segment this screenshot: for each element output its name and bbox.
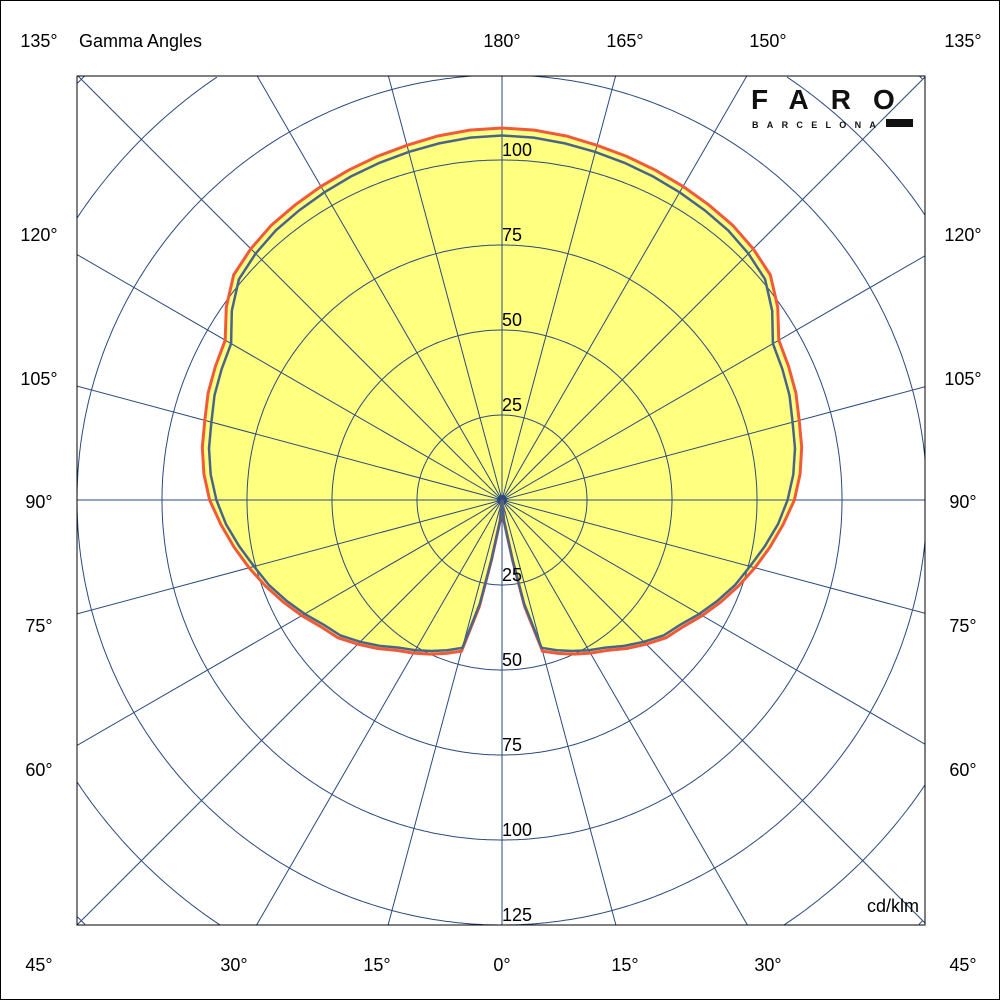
- angle-label-left: 135°: [20, 31, 57, 51]
- grid-spoke: [501, 499, 925, 745]
- angle-label-bottom: 30°: [220, 955, 247, 975]
- angle-label-right: 90°: [949, 492, 976, 512]
- angle-label-left: 60°: [25, 760, 52, 780]
- angle-label-left: 105°: [20, 369, 57, 389]
- angle-label-right: 45°: [949, 955, 976, 975]
- angle-label-top: 150°: [749, 31, 786, 51]
- ring-label-bottom: 100: [502, 820, 532, 840]
- plot-frame: [76, 75, 926, 926]
- ring-label-bottom: 25: [502, 565, 522, 585]
- grid-spoke: [501, 499, 925, 924]
- grid-spoke: [387, 499, 503, 925]
- grid-spoke: [77, 499, 503, 746]
- grid-spoke: [256, 499, 503, 925]
- grid-ring: [77, 76, 925, 925]
- angle-label-left: 75°: [25, 616, 52, 636]
- series-curve-0: [200, 126, 804, 656]
- grid-spoke: [77, 499, 503, 925]
- ring-label-top: 75: [502, 225, 522, 245]
- ring-label-top: 25: [502, 395, 522, 415]
- grid-spoke: [501, 499, 925, 614]
- grid-spoke: [77, 254, 503, 501]
- grid-spoke: [501, 499, 748, 925]
- svg-text:FARO: FARO: [751, 84, 917, 115]
- chart-title: Gamma Angles: [79, 31, 202, 51]
- grid-spoke: [77, 76, 503, 501]
- grid-spoke: [501, 386, 925, 501]
- series-curve-1: [207, 134, 797, 653]
- grid-spoke: [501, 76, 925, 501]
- angle-label-top: 165°: [606, 31, 643, 51]
- unit-label: cd/klm: [867, 896, 919, 916]
- angle-label-right: 105°: [944, 369, 981, 389]
- angle-label-right: 60°: [949, 760, 976, 780]
- angle-label-left: 90°: [25, 492, 52, 512]
- grid-spoke: [256, 76, 503, 501]
- faro-logo: FARO BARCELONA: [751, 84, 917, 130]
- ring-label-top: 50: [502, 310, 522, 330]
- grid-spoke: [501, 76, 748, 501]
- angle-label-right: 135°: [944, 31, 981, 51]
- angle-label-left: 45°: [25, 955, 52, 975]
- angle-label-left: 120°: [20, 225, 57, 245]
- ring-label-bottom: 50: [502, 650, 522, 670]
- grid-spoke: [77, 499, 503, 615]
- angle-label-bottom: 0°: [493, 955, 510, 975]
- ring-label-bottom: 75: [502, 735, 522, 755]
- grid-ring: [77, 76, 924, 925]
- angle-label-bottom: 15°: [611, 955, 638, 975]
- svg-text:BARCELONA: BARCELONA: [752, 120, 884, 130]
- ring-label-bottom: 125: [502, 905, 532, 925]
- ring-label-top: 100: [502, 140, 532, 160]
- grid-spoke: [77, 385, 503, 501]
- angle-label-top: 180°: [483, 31, 520, 51]
- angle-label-bottom: 30°: [754, 955, 781, 975]
- grid-spoke: [501, 255, 925, 501]
- angle-label-bottom: 15°: [363, 955, 390, 975]
- angle-label-right: 120°: [944, 225, 981, 245]
- angle-label-right: 75°: [949, 616, 976, 636]
- grid-spoke: [501, 499, 617, 925]
